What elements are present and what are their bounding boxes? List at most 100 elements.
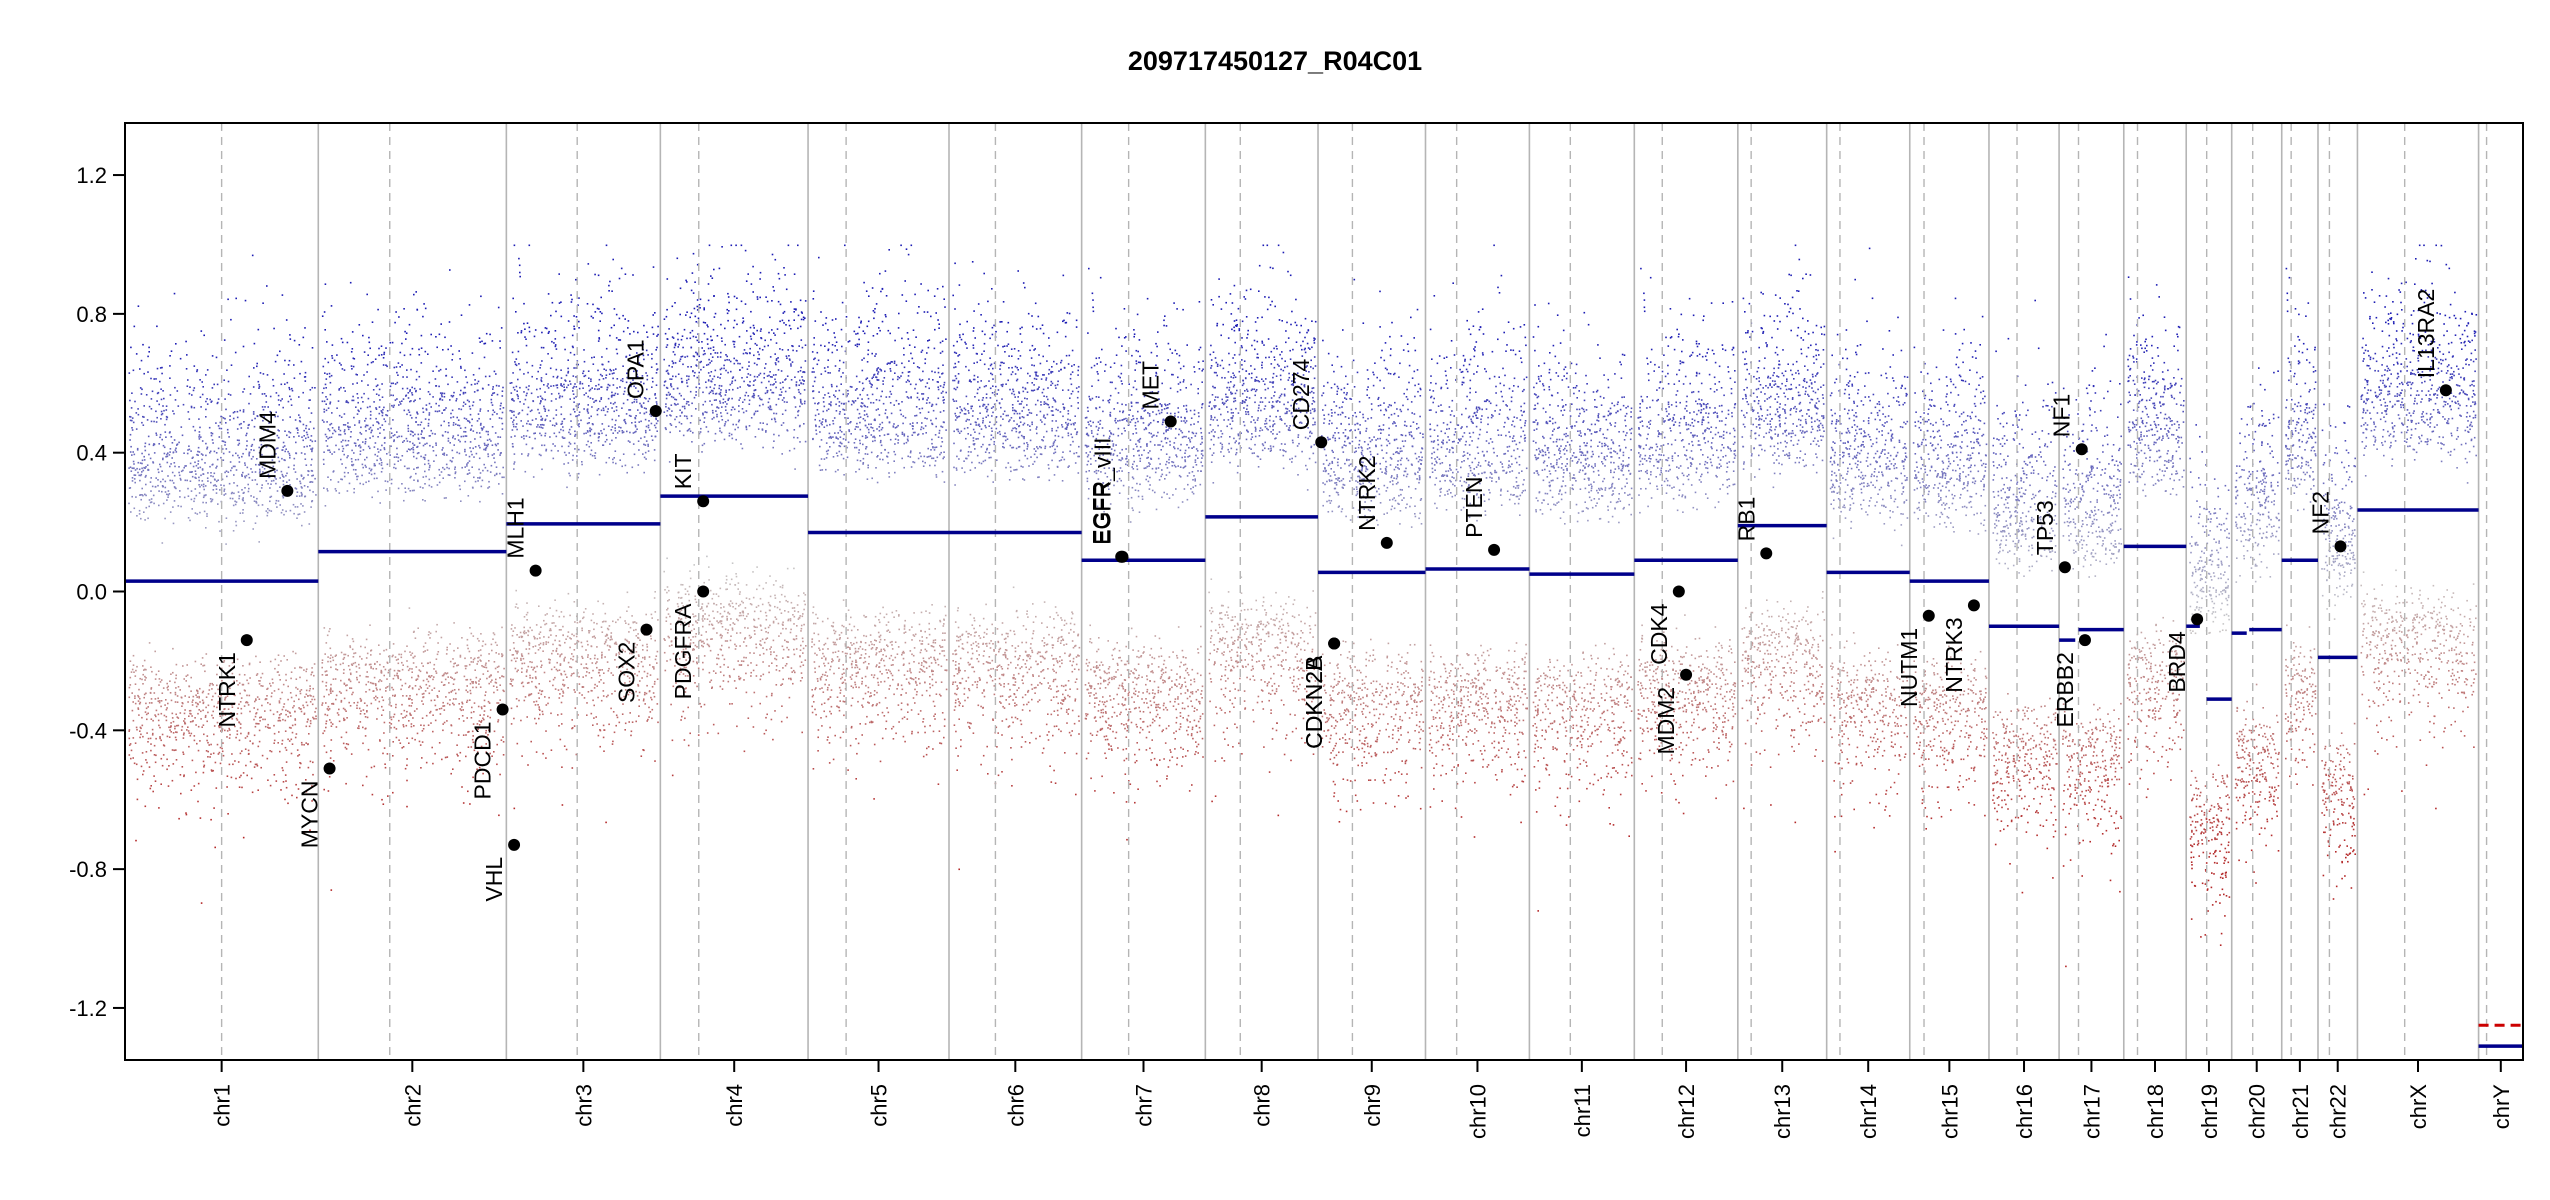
probe-point [517,395,519,397]
probe-point [802,316,805,319]
probe-point [573,408,575,410]
probe-point [406,387,409,390]
probe-point [228,727,230,730]
probe-point [378,388,381,391]
probe-point [374,464,376,467]
probe-point [300,475,303,477]
probe-point [326,341,328,343]
probe-point [371,321,374,323]
probe-point [517,332,519,334]
probe-point [361,658,363,660]
probe-point [666,586,669,588]
probe-point [471,730,474,733]
probe-point [433,477,436,479]
probe-point [392,755,394,757]
probe-point [442,435,444,437]
probe-point [456,451,458,454]
probe-point [128,686,131,689]
probe-point [523,662,526,665]
probe-point [226,369,228,371]
probe-point [472,658,475,661]
probe-point [644,418,647,421]
probe-point [445,497,447,499]
probe-point [459,708,462,710]
probe-point [479,424,482,426]
probe-point [229,733,231,736]
probe-point [638,355,640,358]
probe-point [326,490,329,492]
probe-point [378,422,380,425]
probe-point [483,426,485,428]
probe-point [330,721,332,724]
probe-point [499,452,502,455]
probe-point [376,718,378,720]
probe-point [390,427,392,430]
probe-point [517,397,519,400]
probe-point [344,653,347,656]
probe-point [465,689,467,692]
probe-point [340,458,342,461]
probe-point [554,345,557,348]
probe-point [479,341,481,343]
probe-point [261,672,264,675]
probe-point [666,591,668,594]
probe-point [268,509,271,512]
probe-point [534,645,537,647]
probe-point [419,486,422,488]
probe-point [392,677,395,680]
probe-point [714,369,717,372]
probe-point [242,512,244,514]
probe-point [262,408,265,411]
probe-point [309,389,312,391]
probe-point [518,636,521,638]
probe-point [411,392,413,394]
probe-point [597,369,599,372]
probe-point [307,436,310,439]
probe-point [288,711,291,714]
probe-point [349,436,352,438]
probe-point [238,776,241,779]
probe-point [559,738,562,741]
probe-point [515,364,518,367]
probe-point [629,395,632,397]
probe-point [624,387,626,389]
probe-point [401,684,403,687]
probe-point [278,460,281,463]
probe-point [513,807,516,810]
probe-point [323,408,325,411]
probe-point [472,430,475,432]
probe-point [552,615,554,617]
probe-point [367,681,370,683]
probe-point [656,335,658,337]
probe-point [635,430,637,433]
probe-point [152,462,155,464]
probe-point [646,649,648,652]
probe-point [583,667,585,669]
probe-point [603,672,605,674]
probe-point [381,414,384,417]
probe-point [185,680,187,682]
probe-point [498,417,501,419]
probe-point [128,467,130,469]
probe-point [145,483,147,486]
probe-point [590,677,593,679]
probe-point [540,660,542,663]
probe-point [545,449,547,452]
probe-point [298,698,300,701]
probe-point [166,416,169,419]
probe-point [630,730,633,733]
probe-point [628,641,630,643]
probe-point [383,448,386,451]
probe-point [585,444,588,446]
probe-point [209,398,211,401]
probe-point [604,640,607,643]
probe-point [421,436,423,439]
probe-point [571,334,574,337]
probe-point [561,766,563,768]
probe-point [439,392,442,394]
probe-point [575,316,578,318]
probe-point [396,674,398,677]
probe-point [231,706,234,708]
probe-point [423,458,426,460]
probe-point [351,331,354,333]
